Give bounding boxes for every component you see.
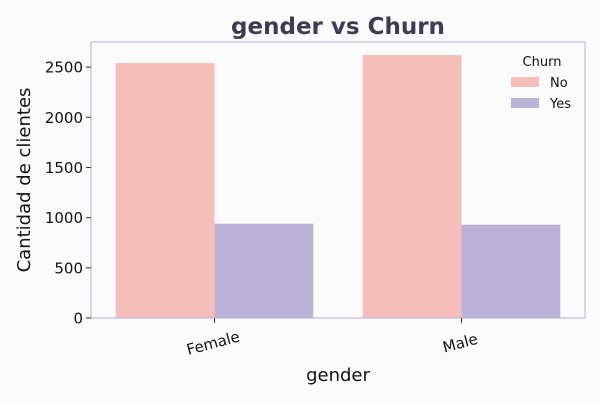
x-axis-label: gender bbox=[306, 365, 370, 386]
chart-title: gender vs Churn bbox=[231, 14, 445, 40]
y-axis-label: Cantidad de clientes bbox=[14, 88, 35, 273]
y-tick-label: 1500 bbox=[45, 159, 83, 177]
y-tick-label: 500 bbox=[54, 259, 83, 277]
bars-layer bbox=[115, 55, 561, 319]
bar-female-no bbox=[115, 63, 215, 319]
y-tick-label: 1000 bbox=[45, 209, 83, 227]
legend-swatch-yes bbox=[511, 98, 539, 108]
bar-female-yes bbox=[214, 223, 314, 318]
y-tick-label: 0 bbox=[73, 310, 83, 328]
x-tick-label-male: Male bbox=[441, 330, 480, 357]
bar-male-no bbox=[362, 55, 462, 318]
legend-swatch-no bbox=[511, 77, 539, 87]
legend-title: Churn bbox=[523, 55, 562, 70]
legend-label-no: No bbox=[550, 76, 568, 91]
bar-male-yes bbox=[461, 224, 561, 318]
plot-frame bbox=[90, 41, 586, 319]
y-tick-label: 2500 bbox=[45, 59, 83, 77]
x-tick-label-female: Female bbox=[185, 327, 242, 358]
legend-label-yes: Yes bbox=[549, 97, 571, 112]
y-tick-label: 2000 bbox=[45, 109, 83, 127]
legend: Churn No Yes bbox=[511, 55, 571, 112]
